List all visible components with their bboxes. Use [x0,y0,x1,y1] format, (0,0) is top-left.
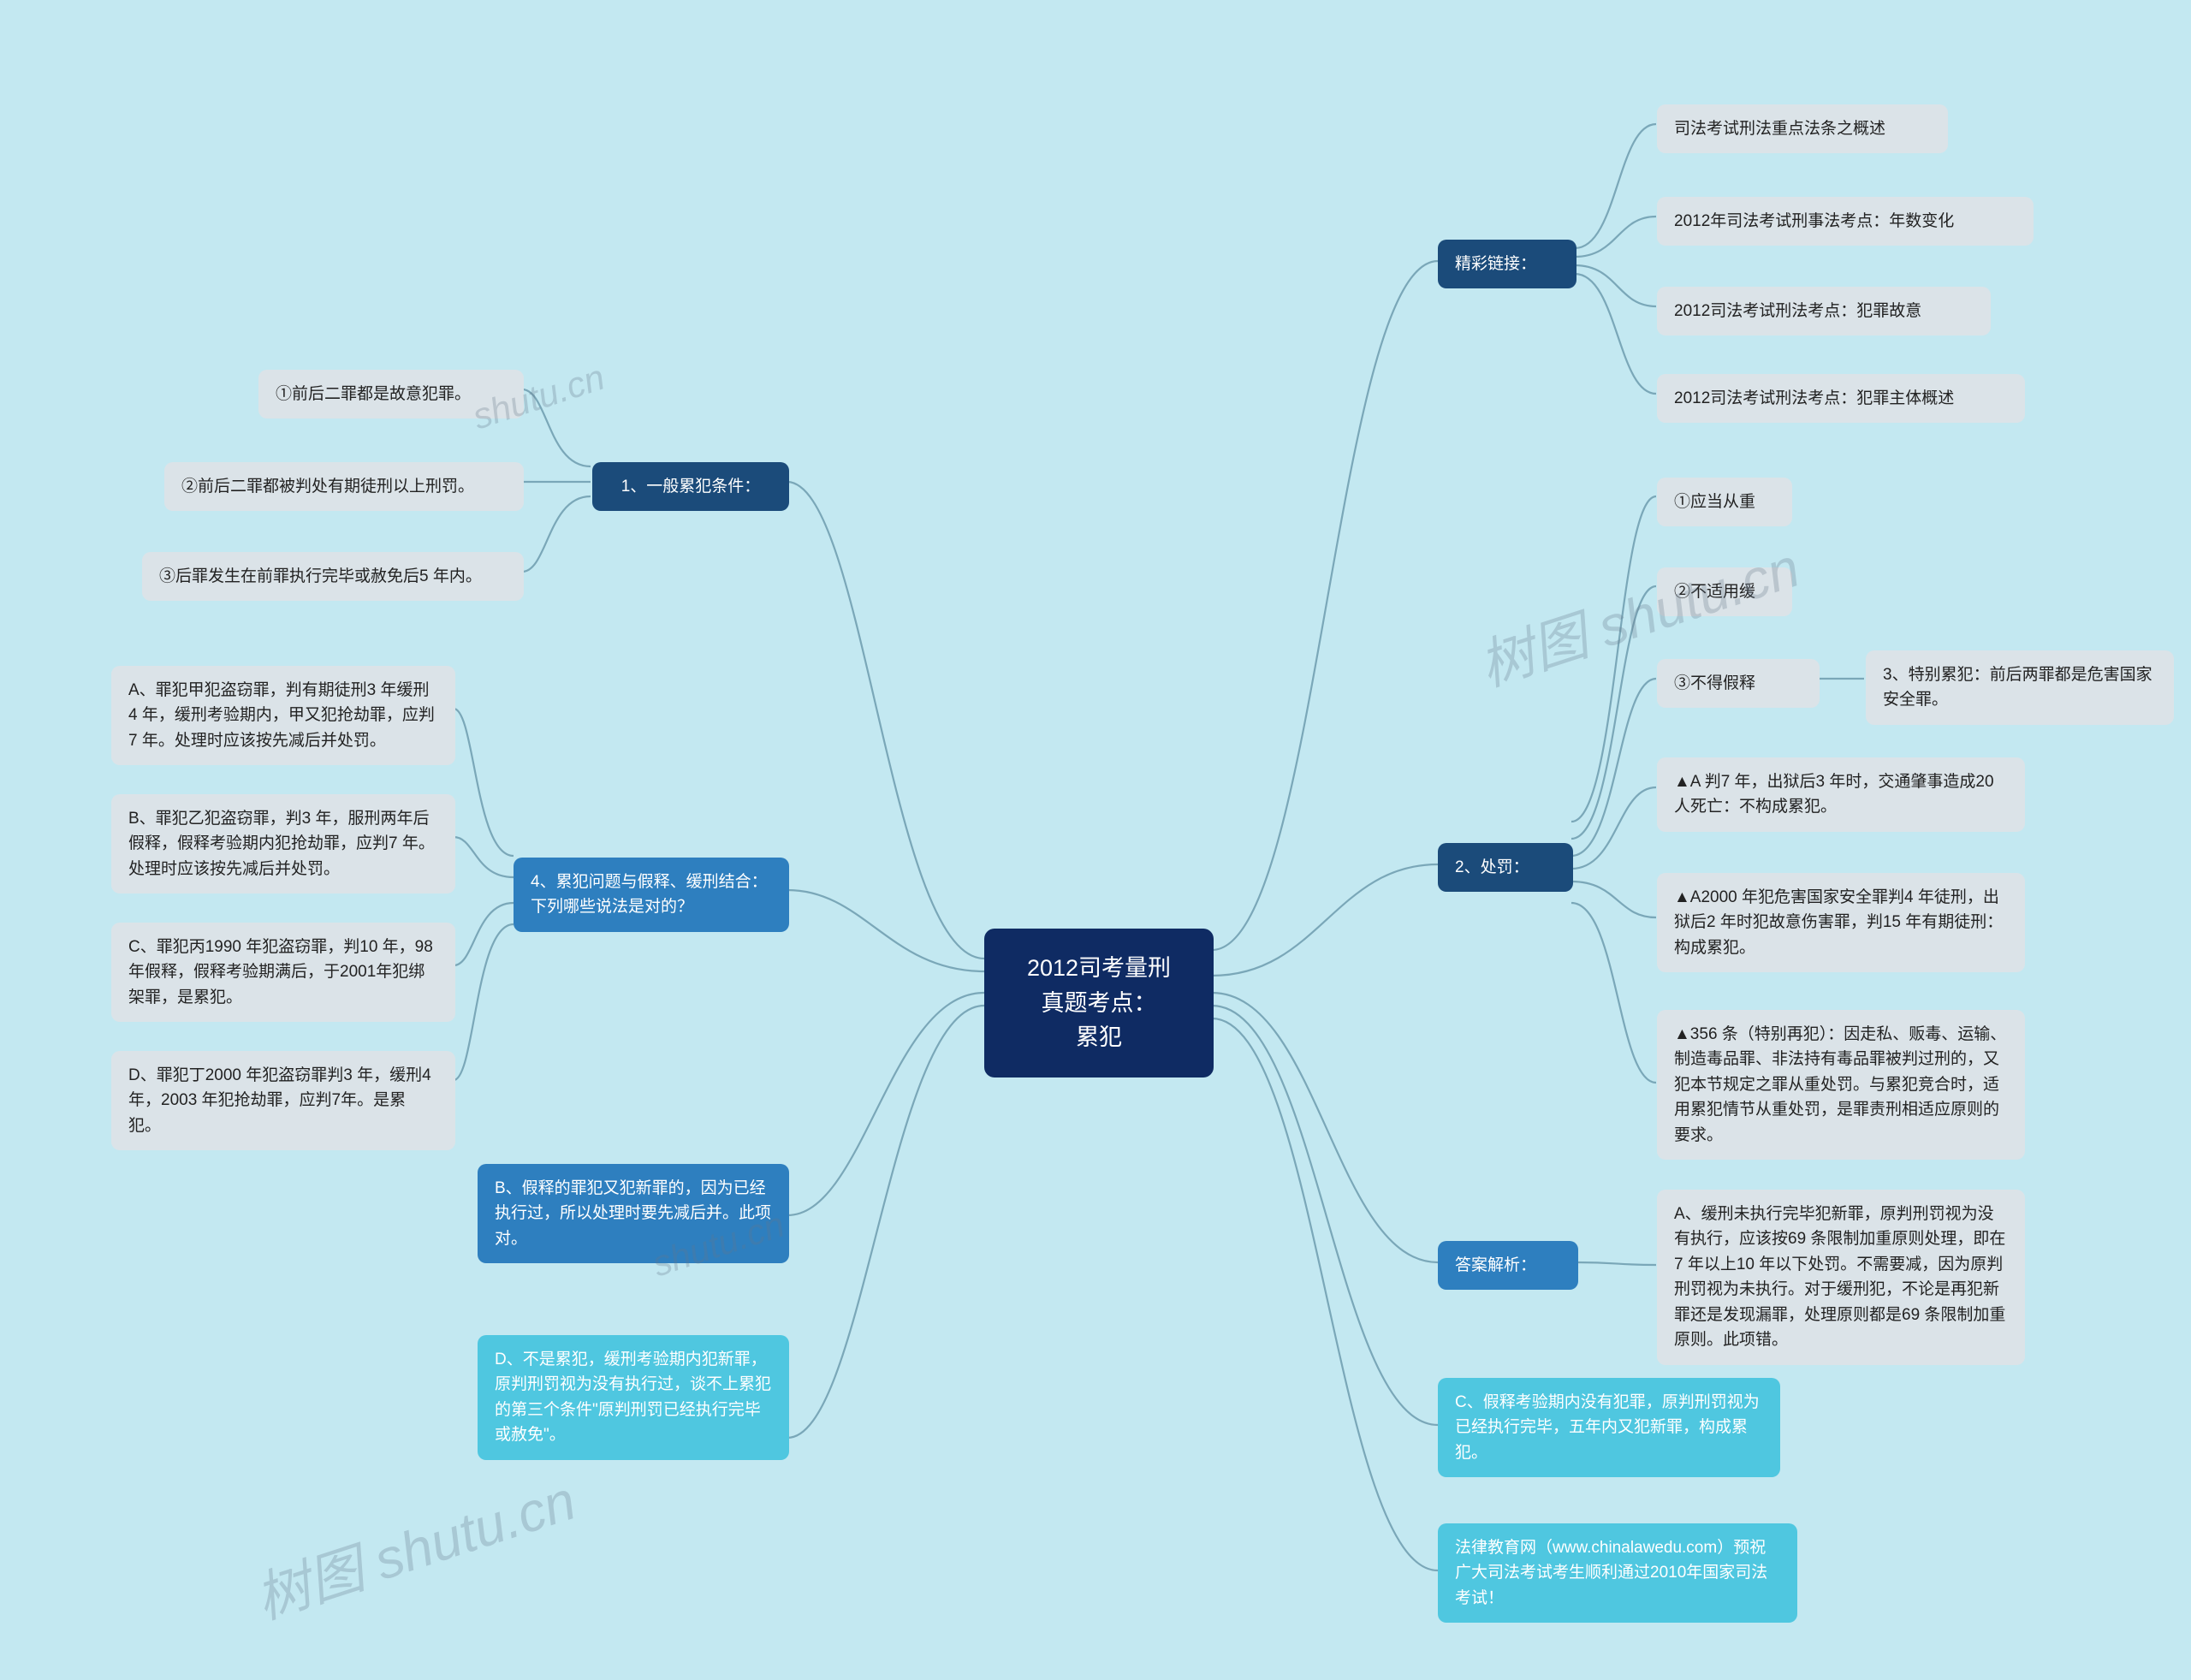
b1-item-2: ②前后二罪都被判处有期徒刑以上刑罚。 [164,462,524,511]
b2-item-1: ①应当从重 [1657,478,1792,526]
links-item-1: 司法考试刑法重点法条之概述 [1657,104,1948,153]
b1-title: 1、一般累犯条件： [621,478,761,496]
answer-c: C、假释考验期内没有犯罪，原判刑罚视为已经执行完毕，五年内又犯新罪，构成累犯。 [1438,1378,1780,1477]
branch-1-general: 1、一般累犯条件： [592,462,789,511]
b2-item-4: ▲A 判7 年，出狱后3 年时，交通肇事造成20 人死亡：不构成累犯。 [1657,757,2025,832]
branch-links: 精彩链接： [1438,240,1576,288]
links-item-3: 2012司法考试刑法考点：犯罪故意 [1657,287,1991,335]
branch-analysis: 答案解析： [1438,1241,1578,1290]
b4-item-b: B、罪犯乙犯盗窃罪，判3 年，服刑两年后假释，假释考验期内犯抢劫罪，应判7 年。… [111,794,455,893]
branch-2-punish: 2、处罚： [1438,843,1573,892]
answer-d: D、不是累犯，缓刑考验期内犯新罪，原判刑罚视为没有执行过，谈不上累犯的第三个条件… [478,1335,789,1460]
b4-item-a: A、罪犯甲犯盗窃罪，判有期徒刑3 年缓刑4 年，缓刑考验期内，甲又犯抢劫罪，应判… [111,666,455,765]
watermark-2: 树图 shutu.cn [244,1457,584,1634]
root-node: 2012司考量刑真题考点：累犯 [984,929,1214,1077]
b2-item-5: ▲A2000 年犯危害国家安全罪判4 年徒刑，出狱后2 年时犯故意伤害罪，判15… [1657,873,2025,972]
b4-title: 4、累犯问题与假释、缓刑结合：下列哪些说法是对的？ [531,873,768,916]
b4-item-c: C、罪犯丙1990 年犯盗窃罪，判10 年，98 年假释，假释考验期满后，于20… [111,923,455,1022]
links-item-2: 2012年司法考试刑事法考点：年数变化 [1657,197,2034,246]
b1-item-1: ①前后二罪都是故意犯罪。 [258,370,524,419]
branch-4-question: 4、累犯问题与假释、缓刑结合：下列哪些说法是对的？ [514,858,789,932]
root-text: 2012司考量刑真题考点：累犯 [1027,955,1171,1050]
b2-item-6: ▲356 条（特别再犯）：因走私、贩毒、运输、制造毒品罪、非法持有毒品罪被判过刑… [1657,1010,2025,1160]
links-item-4: 2012司法考试刑法考点：犯罪主体概述 [1657,374,2025,423]
footer-wish: 法律教育网（www.chinalawedu.com）预祝广大司法考试考生顺利通过… [1438,1523,1797,1623]
b2-item-3: ③不得假释 [1657,659,1820,708]
b2-special: 3、特别累犯：前后两罪都是危害国家安全罪。 [1866,650,2174,725]
analysis-text: A、缓刑未执行完毕犯新罪，原判刑罚视为没有执行，应该按69 条限制加重原则处理，… [1657,1190,2025,1365]
b4-item-d: D、罪犯丁2000 年犯盗窃罪判3 年，缓刑4年，2003 年犯抢劫罪，应判7年… [111,1051,455,1150]
b2-item-2: ②不适用缓 [1657,567,1792,616]
answer-b: B、假释的罪犯又犯新罪的，因为已经执行过，所以处理时要先减后并。此项对。 [478,1164,789,1263]
b1-item-3: ③后罪发生在前罪执行完毕或赦免后5 年内。 [142,552,524,601]
